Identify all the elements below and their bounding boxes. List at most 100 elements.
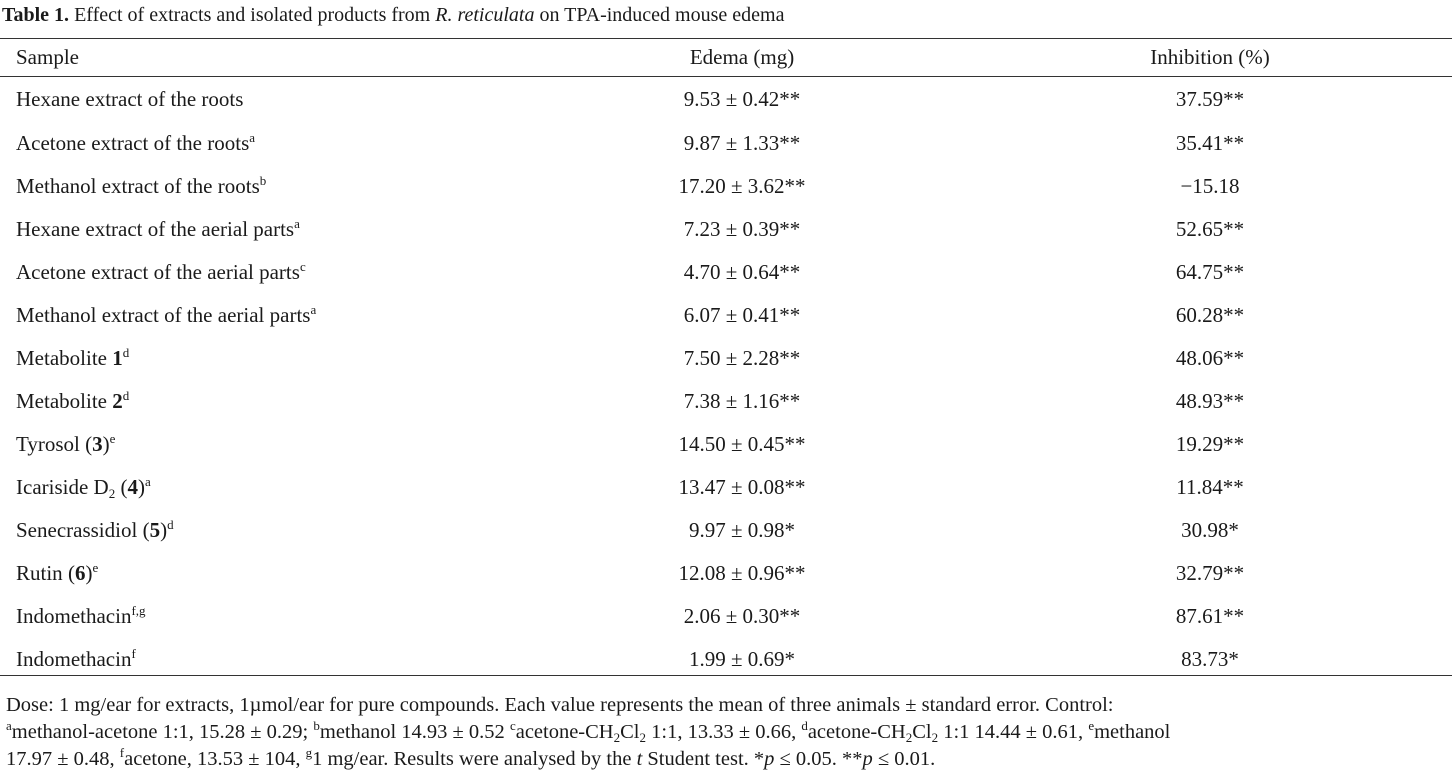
footnote-line-2: amethanol-acetone 1:1, 15.28 ± 0.29; bme… [6,719,1452,746]
inhibition-cell: 11.84** [1176,475,1244,499]
table-row: Tyrosol (3)e 14.50 ± 0.45** 19.29** [0,423,1452,466]
edema-cell: 9.87 ± 1.33** [683,131,801,155]
footnote-marker: d [167,517,174,532]
sample-name: Hexane extract of the aerial parts [16,217,295,241]
sample-cell: Indomethacinf,g [0,595,516,638]
edema-cell: 2.06 ± 0.30** [683,604,801,628]
footnote-marker: c [299,259,306,274]
sample-name: Methanol extract of the aerial parts [16,303,311,327]
footnote-segment: 1:1, 13.33 ± 0.66, [646,721,802,743]
sample-name: Rutin [16,561,68,585]
table-footnote: Dose: 1 mg/ear for extracts, 1µmol/ear f… [6,692,1452,773]
footnote-segment: 2 [905,730,913,745]
footnote-segment: ≤ 0.05. ** [774,748,863,770]
table-row: Senecrassidiol (5)d 9.97 ± 0.98* 30.98* [0,509,1452,552]
footnote-marker: a [294,216,300,231]
sample-cell: Tyrosol (3)e [16,431,116,456]
inhibition-cell: 60.28** [1175,303,1245,327]
edema-cell: 4.70 ± 0.64** [683,260,801,284]
footnote-segment: g [305,745,313,760]
caption-species: R. reticulata [435,4,535,26]
header-row: Sample Edema (mg) Inhibition (%) [0,38,1452,76]
inhibition-cell: −15.18 [1180,174,1240,198]
sample-name: Hexane extract of the roots [16,86,244,111]
edema-cell: 17.20 ± 3.62** [678,174,806,198]
sample-name: Indomethacin [16,647,132,671]
footnote-segment: p [862,748,873,770]
header-rule [0,76,1452,77]
footnote-segment: ≤ 0.01. [872,748,936,770]
column-header-inhibition: Inhibition (%) [1150,44,1270,69]
sample-name: Acetone extract of the aerial parts [16,260,300,284]
footnote-segment: c [509,718,516,733]
footnote-segment: acetone-CH [807,721,906,743]
sample-spacer [115,475,120,499]
sample-cell: Metabolite 2d [0,380,516,423]
edema-cell: 6.07 ± 0.41** [683,303,801,327]
sample-name: Acetone extract of the roots [16,131,250,155]
inhibition-cell: 32.79** [1175,561,1245,585]
edema-cell: 7.50 ± 2.28** [683,346,801,370]
footnote-marker: d [122,345,130,360]
footnote-marker: e [109,431,116,446]
inhibition-cell: 35.41** [1175,131,1245,155]
edema-cell: 9.97 ± 0.98* [688,518,796,542]
table-row: Indomethacinf,g 2.06 ± 0.30** 87.61** [0,595,1452,638]
sample-name: Indomethacin [16,604,132,628]
table-row: Methanol extract of the rootsb 17.20 ± 3.… [0,165,1452,208]
footnote-segment: 17.97 ± 0.48, [6,748,120,770]
edema-cell: 1.99 ± 0.69* [688,647,796,671]
footnote-segment: a [6,718,12,733]
compound-number: 5 [149,518,161,542]
sample-name: Metabolite [16,346,113,370]
footnote-segment: methanol 14.93 ± 0.52 [319,721,510,743]
column-header-sample: Sample [16,44,79,69]
inhibition-cell: 48.93** [1175,389,1245,413]
table-row: Hexane extract of the roots 9.53 ± 0.42**… [0,76,1452,122]
edema-cell: 9.53 ± 0.42** [683,86,801,111]
edema-cell: 13.47 ± 0.08** [678,475,806,499]
footnote-segment: acetone-CH [515,721,614,743]
sample-cell: Acetone extract of the rootsa [0,122,516,165]
sample-cell: Hexane extract of the aerial partsa [0,208,516,251]
sample-name: Methanol extract of the roots [16,174,260,198]
bottom-rule [0,675,1452,676]
compound-number: 4 [127,475,138,499]
footnote-segment: t [636,748,643,770]
sample-cell: Rutin (6)e [16,560,99,585]
table-row: Indomethacinf 1.99 ± 0.69* 83.73* [0,638,1452,681]
inhibition-cell: 37.59** [1175,86,1245,111]
table-row: Rutin (6)e 12.08 ± 0.96** 32.79** [0,552,1452,595]
footnote-marker: a [144,474,151,489]
footnote-marker: a [249,130,256,145]
caption-text-before: Effect of extracts and isolated products… [69,4,436,26]
inhibition-cell: 52.65** [1175,217,1245,241]
table-row: Icariside D2 (4)a 13.47 ± 0.08** 11.84** [0,466,1452,509]
sample-cell: Indomethacinf [0,638,516,681]
caption-text-after: on TPA-induced mouse edema [534,4,785,26]
table-label: Table 1. [2,4,70,26]
footnote-marker: d [122,388,130,403]
sample-cell: Methanol extract of the rootsb [0,165,516,208]
table-row: Methanol extract of the aerial partsa 6.0… [0,294,1452,337]
footnote-segment: methanol-acetone 1:1, 15.28 ± 0.29; [11,721,314,743]
edema-cell: 7.23 ± 0.39** [683,217,801,241]
footnote-segment: methanol [1094,721,1171,743]
sample-cell: Metabolite 1d [0,337,516,380]
inhibition-cell: 30.98* [1181,518,1239,542]
footnote-segment: Cl [620,721,640,743]
footnote-segment: 2 [613,730,621,745]
compound-number: 2 [112,389,123,413]
top-rule [0,38,1452,39]
footnote-segment: 2 [931,730,939,745]
results-table: Sample Edema (mg) Inhibition (%) Hexane … [0,38,1452,681]
table-row: Acetone extract of the aerial partsc 4.70… [0,251,1452,294]
compound-number: 3 [92,432,103,456]
footnote-segment: p [764,748,775,770]
sample-cell: Acetone extract of the aerial partsc [0,251,516,294]
footnote-segment: 1 mg/ear. Results were analysed by the [312,748,637,770]
footnote-marker: b [259,173,267,188]
footnote-marker: a [310,302,317,317]
table-caption: Table 1. Effect of extracts and isolated… [2,2,784,28]
footnote-marker: f,g [131,603,146,618]
